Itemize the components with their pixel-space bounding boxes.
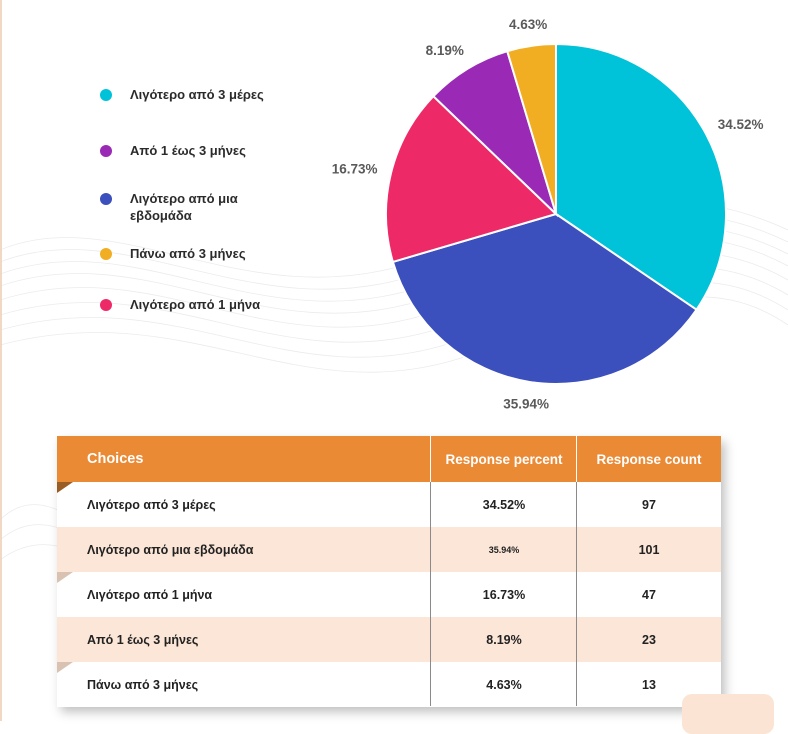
row-fold-decoration <box>57 662 73 673</box>
pie-data-label: 34.52% <box>718 117 764 132</box>
table-row: Από 1 έως 3 μήνες 8.19% 23 <box>57 617 721 662</box>
header-divider <box>576 436 577 482</box>
cell-choice: Από 1 έως 3 μήνες <box>87 632 199 647</box>
pie-chart: 34.52% 35.94% 16.73% 8.19% 4.63% <box>332 17 764 412</box>
cell-count: 97 <box>642 497 656 512</box>
pie-slice <box>431 49 559 218</box>
left-accent-rule <box>0 0 2 721</box>
table-header: Choices Response percent Response count <box>57 436 721 482</box>
legend-swatch <box>100 193 112 205</box>
table-row: Λιγότερο από 1 μήνα 16.73% 47 <box>57 572 721 617</box>
legend-label: Λιγότερο από μια εβδομάδα <box>130 191 238 223</box>
table-row: Πάνω από 3 μήνες 4.63% 13 <box>57 662 721 707</box>
cell-choice: Πάνω από 3 μήνες <box>87 677 199 692</box>
header-response-count: Response count <box>596 451 702 467</box>
cell-percent: 4.63% <box>486 677 522 692</box>
cell-percent: 35.94% <box>488 544 520 555</box>
column-divider <box>576 436 577 706</box>
table-row: Λιγότερο από 3 μέρες 34.52% 97 <box>57 482 721 527</box>
header-choices: Choices <box>87 450 144 467</box>
pie-data-label: 35.94% <box>503 397 549 412</box>
corner-decoration <box>682 694 774 734</box>
pie-slice <box>555 42 727 312</box>
cell-choice: Λιγότερο από 1 μήνα <box>87 587 213 602</box>
cell-count: 13 <box>642 677 656 692</box>
legend-label: Από 1 έως 3 μήνες <box>130 143 246 158</box>
cell-choice: Λιγότερο από 3 μέρες <box>87 497 216 512</box>
legend-label: Λιγότερο από 3 μέρες <box>130 87 264 102</box>
cell-percent: 16.73% <box>482 587 526 602</box>
pie-data-label: 8.19% <box>426 43 464 58</box>
cell-count: 47 <box>642 587 656 602</box>
cell-count: 23 <box>642 632 656 647</box>
pie-slice <box>505 42 557 215</box>
legend-swatch <box>100 145 112 157</box>
header-divider <box>430 436 431 482</box>
row-fold-decoration <box>57 572 73 583</box>
legend-item: Λιγότερο από μια εβδομάδα <box>100 190 280 224</box>
legend-swatch <box>100 89 112 101</box>
legend-item: Λιγότερο από 1 μήνα <box>100 296 280 313</box>
cell-count: 101 <box>638 542 660 557</box>
table-row: Λιγότερο από μια εβδομάδα 35.94% 101 <box>57 527 721 572</box>
cell-percent: 34.52% <box>482 497 526 512</box>
pie-slice <box>391 212 698 385</box>
legend-item: Λιγότερο από 3 μέρες <box>100 86 280 103</box>
pie-data-label: 4.63% <box>509 17 547 32</box>
pie-data-label: 16.73% <box>332 161 378 176</box>
legend-item: Πάνω από 3 μήνες <box>100 245 280 262</box>
cell-percent: 8.19% <box>486 632 522 647</box>
legend-item: Από 1 έως 3 μήνες <box>100 142 280 159</box>
legend-swatch <box>100 248 112 260</box>
row-fold-decoration <box>57 482 73 493</box>
pie-slice <box>385 94 558 264</box>
header-response-percent: Response percent <box>445 451 563 467</box>
legend-swatch <box>100 299 112 311</box>
cell-choice: Λιγότερο από μια εβδομάδα <box>87 542 254 557</box>
results-table: Choices Response percent Response count … <box>57 436 721 707</box>
legend-label: Πάνω από 3 μήνες <box>130 246 246 261</box>
column-divider <box>430 436 431 706</box>
legend-label: Λιγότερο από 1 μήνα <box>130 297 261 312</box>
